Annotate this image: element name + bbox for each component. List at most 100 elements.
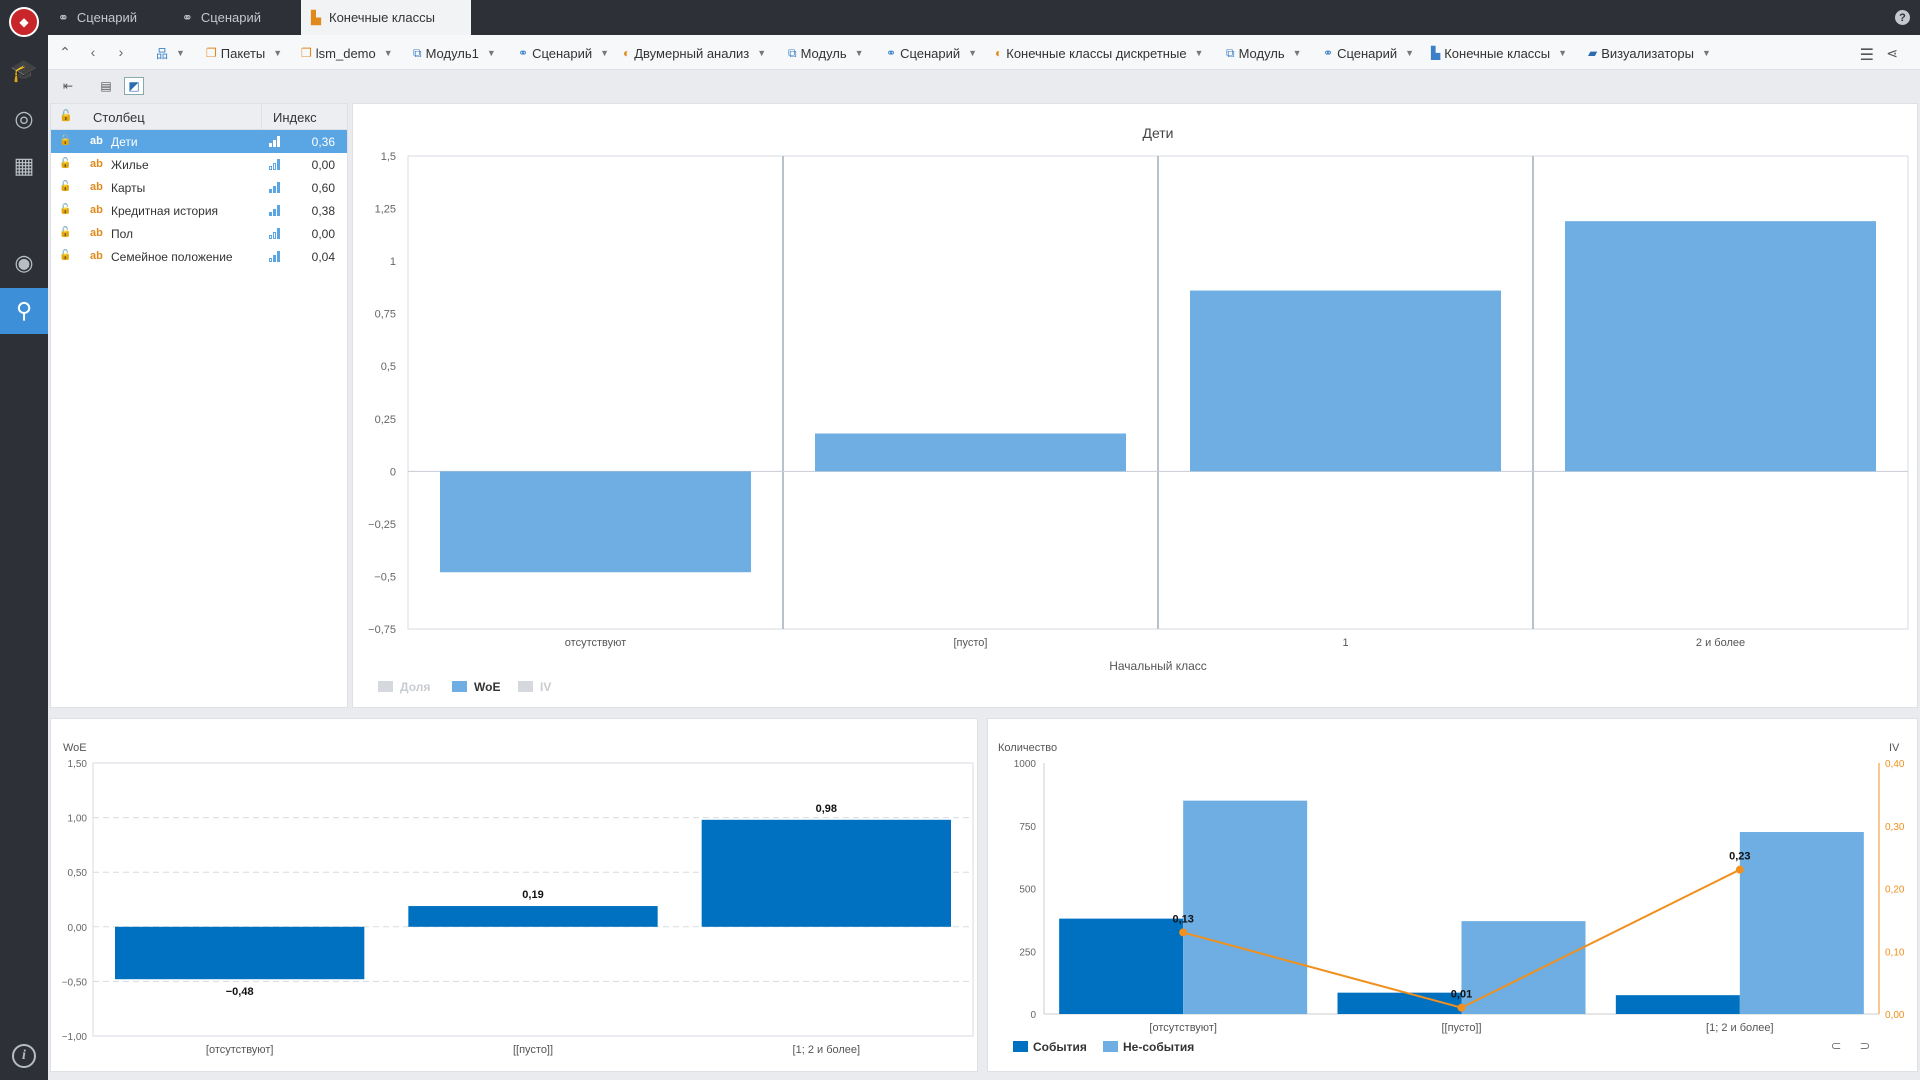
lock-icon: 🔓 — [59, 110, 73, 122]
list-item[interactable]: 🔓 ab Карты 0,60 — [51, 176, 347, 199]
breadcrumb-item[interactable]: ⧉ Модуль ▼ — [1226, 44, 1302, 62]
lock-icon[interactable]: 🔓 — [59, 227, 72, 238]
bar — [440, 471, 751, 573]
compass-icon[interactable]: ◎ — [14, 106, 34, 131]
chevron-down-icon: ▼ — [1701, 48, 1711, 58]
data-label: 0,98 — [816, 803, 837, 815]
list-item[interactable]: 🔓 ab Дети 0,36 — [51, 130, 347, 153]
chevron-down-icon: ▼ — [1194, 48, 1204, 58]
package-icon: ❐ — [206, 46, 217, 60]
x-tick-label: 1 — [1342, 637, 1348, 649]
classes-icon: ▙ — [311, 9, 321, 25]
y2-tick-label: 0,40 — [1885, 759, 1905, 770]
lock-icon[interactable]: 🔓 — [59, 250, 72, 261]
column-name: Дети — [111, 135, 138, 149]
type-label: ab — [90, 250, 103, 262]
index-bars-icon — [269, 136, 280, 147]
x-tick-label: [[пусто]] — [1441, 1022, 1481, 1034]
iv-point — [1735, 865, 1744, 874]
share-icon[interactable]: ⋖ — [1886, 45, 1898, 61]
breadcrumb-item[interactable]: ⚭ Сценарий ▼ — [1323, 44, 1414, 62]
list-item[interactable]: 🔓 ab Жилье 0,00 — [51, 153, 347, 176]
y-tick-label: 0 — [390, 466, 396, 478]
count-iv-chart: Количество IV 1000 750 500 250 0 0,40 0,30 0,20 0,… — [998, 742, 1905, 1054]
table-view-icon[interactable]: ▤ — [100, 79, 112, 93]
up-button[interactable]: ⌃ — [59, 44, 71, 60]
list-item[interactable]: 🔓 ab Семейное положение 0,04 — [51, 245, 347, 268]
chevron-down-icon: ▼ — [757, 48, 767, 58]
bar — [815, 433, 1126, 472]
count-chart-panel: Количество IV 1000 750 500 250 0 0,40 0,30 0,20 0,… — [987, 718, 1918, 1072]
type-label: ab — [90, 135, 103, 147]
bar — [1337, 992, 1462, 1014]
list-item[interactable]: 🔓 ab Пол 0,00 — [51, 222, 347, 245]
legend-swatch — [378, 681, 393, 692]
column-name: Кредитная история — [111, 204, 219, 218]
info-icon[interactable]: i — [12, 1044, 36, 1068]
data-label: 0,19 — [522, 889, 543, 901]
breadcrumb-item[interactable]: ▙ Конечные классы ▼ — [1431, 44, 1567, 62]
lock-icon[interactable]: 🔓 — [59, 204, 72, 215]
y-tick-label: 0,5 — [381, 361, 396, 373]
left-rail: ◆ 🎓 ◎ ▦ ◉ ⚲ i — [0, 0, 48, 1080]
column-name: Семейное положение — [111, 250, 233, 264]
breadcrumb-item[interactable]: ⚭ Сценарий ▼ — [518, 44, 609, 62]
package-icon: ❐ — [301, 46, 312, 60]
breadcrumb-item[interactable]: ⧉ Модуль1 ▼ — [413, 44, 496, 62]
legend-item: IV — [540, 680, 551, 694]
y-tick-label: −0,5 — [374, 571, 396, 583]
table-grid-icon[interactable]: ▦ — [13, 153, 35, 178]
bar — [1615, 995, 1740, 1014]
tree-icon: 品 — [156, 46, 169, 61]
bar — [408, 906, 658, 927]
eye-icon[interactable]: ◉ — [14, 250, 34, 275]
index-value: 0,00 — [311, 227, 335, 241]
y-axis-label: Количество — [998, 742, 1057, 754]
y-tick-label: 1000 — [1014, 759, 1037, 770]
y-tick-label: 1,25 — [375, 204, 396, 216]
breadcrumb-item[interactable]: ❐ lsm_demo ▼ — [301, 44, 393, 62]
help-icon[interactable]: ? — [1895, 10, 1910, 25]
legend-item: Доля — [400, 680, 430, 694]
collapse-panel-icon[interactable]: ⇤ — [62, 79, 74, 93]
lock-icon[interactable]: 🔓 — [59, 135, 72, 146]
classes-icon: ▙ — [1431, 46, 1441, 60]
tab-scenario-1[interactable]: ⚭ Сценарий — [48, 0, 172, 35]
y-tick-label: −0,50 — [62, 977, 88, 988]
breadcrumb-item-tree[interactable]: 品 ▼ — [156, 44, 185, 62]
menu-icon[interactable]: ☰ — [1859, 47, 1874, 64]
back-button[interactable]: ‹ — [90, 44, 96, 60]
x-tick-label: [1; 2 и более] — [1706, 1022, 1774, 1034]
app-logo[interactable]: ◆ — [9, 7, 39, 37]
y-tick-label: 250 — [1019, 947, 1036, 958]
graduation-cap-icon[interactable]: 🎓 — [10, 58, 38, 83]
chart-view-icon[interactable]: ◩ — [124, 77, 144, 95]
breadcrumb-item[interactable]: ◐ Двумерный анализ ▼ — [623, 44, 766, 62]
lock-icon[interactable]: 🔓 — [59, 158, 72, 169]
lock-icon[interactable]: 🔓 — [59, 181, 72, 192]
breadcrumb-item[interactable]: ❐ Пакеты ▼ — [206, 44, 282, 62]
breadcrumb-item[interactable]: ⚭ Сценарий ▼ — [886, 44, 977, 62]
breadcrumb-item[interactable]: ▰ Визуализаторы ▼ — [1588, 44, 1711, 62]
legend-item: События — [1033, 1040, 1087, 1054]
analysis-icon: ◐ — [995, 46, 1003, 60]
index-bars-icon — [269, 159, 280, 170]
tab-scenario-2[interactable]: ⚭ Сценарий — [172, 0, 298, 35]
chevron-down-icon: ▼ — [486, 48, 496, 58]
scenario-icon: ⚭ — [1323, 46, 1334, 60]
main-chart-panel: Дети 1,5 1,25 1 0,75 0,5 0,25 0 −0,25 −0,5 −0,75 от… — [352, 103, 1918, 708]
breadcrumb-label: Модуль — [800, 45, 847, 61]
visualizer-icon[interactable]: ⚲ — [0, 288, 48, 334]
bar — [1461, 921, 1586, 1014]
y-tick-label: 1,50 — [68, 759, 88, 770]
list-item[interactable]: 🔓 ab Кредитная история 0,38 — [51, 199, 347, 222]
breadcrumb-label: lsm_demo — [315, 45, 376, 61]
breadcrumb-item[interactable]: ⧉ Модуль ▼ — [788, 44, 864, 62]
breadcrumb-item[interactable]: ◐ Конечные классы дискретные ▼ — [995, 44, 1203, 62]
chart-title: Дети — [1142, 125, 1173, 141]
forward-button[interactable]: › — [118, 44, 124, 60]
tab-final-classes[interactable]: ▙ Конечные классы — [301, 0, 471, 35]
chevron-down-icon: ▼ — [600, 48, 610, 58]
y2-axis-label: IV — [1889, 742, 1900, 754]
data-label: 0,23 — [1729, 851, 1750, 863]
